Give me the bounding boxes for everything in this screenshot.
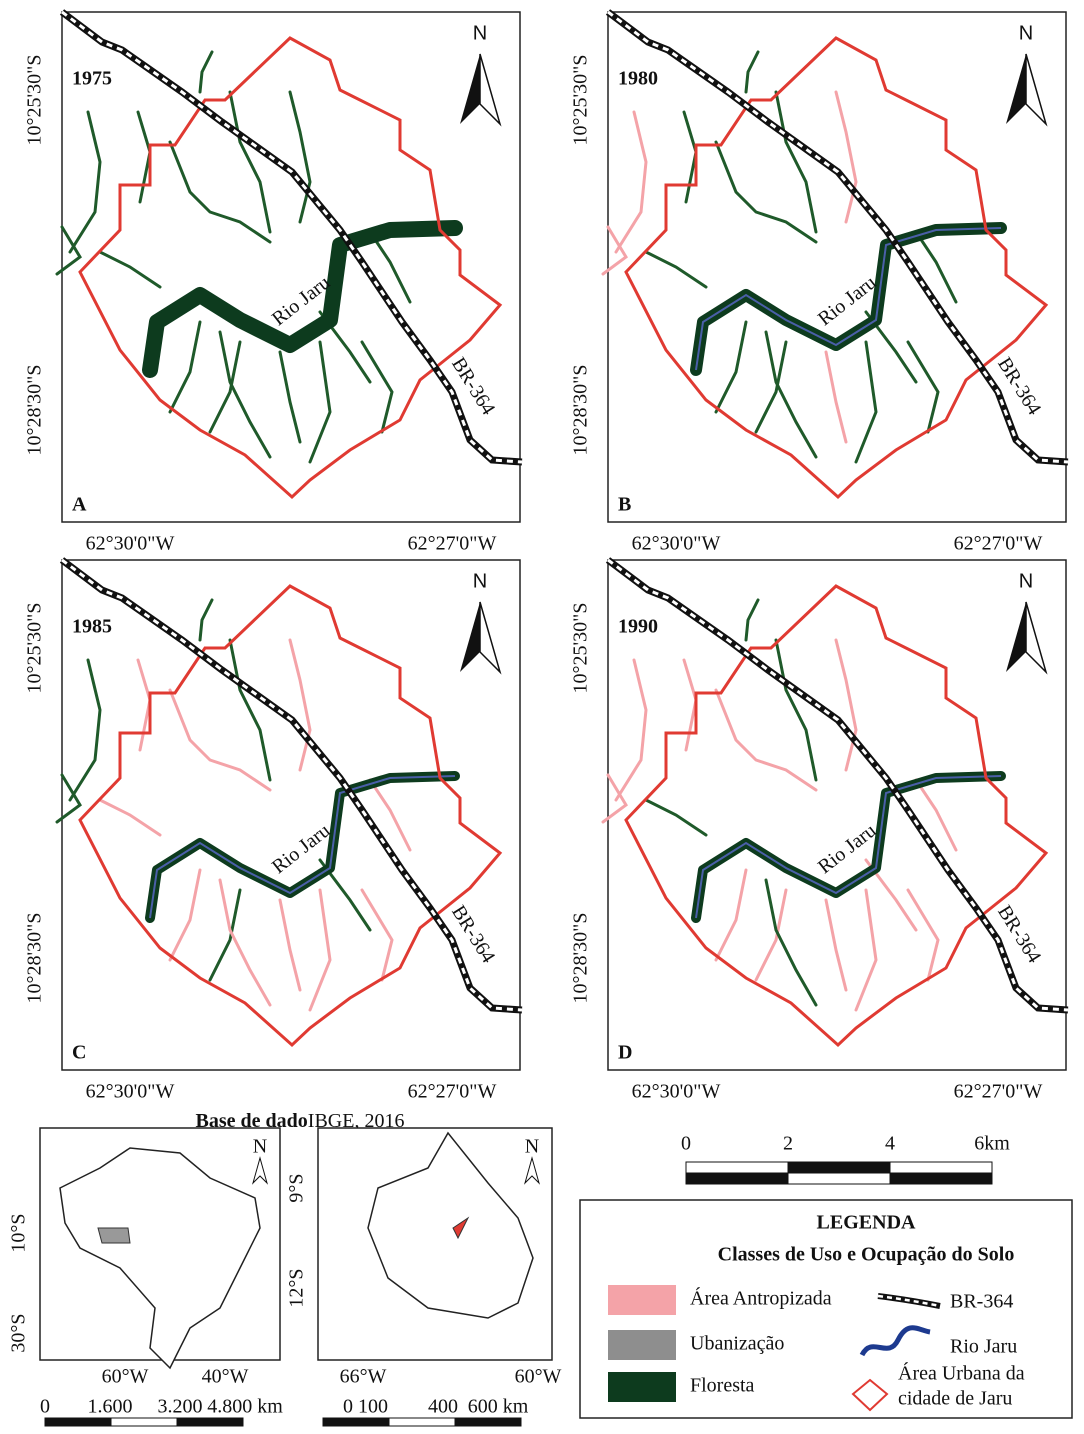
map-panel: Rio JaruBR-3641975AN10°25'30"S10°28'30"S… (24, 12, 522, 555)
inset-scale-segment (111, 1418, 177, 1426)
latitude-label: 10°25'30"S (24, 603, 46, 694)
legend-item: cidade de Jaru (898, 1388, 1012, 1410)
scale-segment-top (686, 1162, 788, 1173)
inset-longitude-label: 66°W (340, 1366, 387, 1388)
longitude-label: 62°30'0"W (86, 1081, 175, 1103)
inset-map: N 9°S 12°S 66°W 60°W 0 100 400 600 km (286, 1128, 562, 1426)
inset-scale-segment (323, 1418, 389, 1426)
legend-item: Ubanização (690, 1333, 784, 1355)
scale-segment-bottom (686, 1173, 788, 1184)
panel-letter: A (72, 494, 87, 516)
panel-year: 1975 (72, 68, 112, 90)
map-panel: Rio JaruBR-3641990DN10°25'30"S10°28'30"S… (570, 560, 1068, 1103)
panel-year: 1985 (72, 616, 112, 638)
inset-north: N (525, 1136, 539, 1158)
map-panel: Rio JaruBR-3641980BN10°25'30"S10°28'30"S… (570, 12, 1068, 555)
legend: LEGENDA Classes de Uso e Ocupação do Solo… (580, 1200, 1072, 1418)
inset-scale-label: 400 (428, 1396, 458, 1418)
latitude-label: 10°28'30"S (24, 913, 46, 1004)
longitude-label: 62°30'0"W (86, 533, 175, 555)
longitude-label: 62°27'0"W (408, 1081, 497, 1103)
inset-scale-label: 0 (40, 1396, 50, 1418)
inset-scale-segment (45, 1418, 111, 1426)
north-label: N (1019, 570, 1033, 592)
inset-latitude-label: 12°S (286, 1268, 308, 1307)
latitude-label: 10°28'30"S (570, 365, 592, 456)
scale-label: 2 (783, 1133, 793, 1155)
panel-letter: C (72, 1042, 86, 1064)
inset-longitude-label: 40°W (202, 1366, 249, 1388)
longitude-label: 62°30'0"W (632, 533, 721, 555)
longitude-label: 62°30'0"W (632, 1081, 721, 1103)
latitude-label: 10°25'30"S (570, 603, 592, 694)
inset-latitude-label: 10°S (8, 1213, 30, 1252)
scale-segment-top (788, 1162, 890, 1173)
longitude-label: 62°27'0"W (954, 1081, 1043, 1103)
figure: Base de dadoIBGE, 2016 Rio JaruBR-364197… (0, 0, 1084, 1434)
longitude-label: 62°27'0"W (408, 533, 497, 555)
scale-segment-bottom (890, 1173, 992, 1184)
latitude-label: 10°28'30"S (24, 365, 46, 456)
scale-segment-top (890, 1162, 992, 1173)
north-label: N (1019, 22, 1033, 44)
inset-latitude-label: 30°S (8, 1313, 30, 1352)
inset-latitude-label: 9°S (286, 1173, 308, 1202)
panel-letter: B (618, 494, 631, 516)
map-panel: Rio JaruBR-3641985CN10°25'30"S10°28'30"S… (24, 560, 522, 1103)
scale-label: 0 (681, 1133, 691, 1155)
legend-swatch (608, 1372, 676, 1402)
legend-item: Área Urbana da (898, 1362, 1025, 1385)
legend-item: Floresta (690, 1375, 755, 1397)
inset-scale-label: 1.600 (88, 1396, 133, 1418)
scale-label: 4 (885, 1133, 895, 1155)
legend-item: Área Antropizada (690, 1287, 832, 1310)
north-label: N (473, 570, 487, 592)
inset-scale-segment (177, 1418, 243, 1426)
legend-item: Rio Jaru (950, 1336, 1017, 1358)
inset-highlight (98, 1228, 130, 1243)
legend-title: LEGENDA (817, 1212, 916, 1234)
legend-item: BR-364 (950, 1291, 1013, 1313)
latitude-label: 10°25'30"S (570, 55, 592, 146)
scale-label: 6km (974, 1133, 1010, 1155)
north-label: N (473, 22, 487, 44)
inset-north: N (253, 1136, 267, 1158)
inset-scale-label: 4.800 km (207, 1396, 283, 1418)
legend-swatch (608, 1330, 676, 1360)
inset-longitude-label: 60°W (102, 1366, 149, 1388)
inset-scale-label: 3.200 (158, 1396, 203, 1418)
inset-scale-label: 0 100 (343, 1396, 388, 1418)
legend-subtitle: Classes de Uso e Ocupação do Solo (718, 1244, 1015, 1266)
panel-year: 1980 (618, 68, 658, 90)
inset-scale-segment (455, 1418, 521, 1426)
inset-scale-label: 600 km (468, 1396, 529, 1418)
inset-scale-segment (389, 1418, 455, 1426)
latitude-label: 10°28'30"S (570, 913, 592, 1004)
longitude-label: 62°27'0"W (954, 533, 1043, 555)
panel-letter: D (618, 1042, 632, 1064)
panel-year: 1990 (618, 616, 658, 638)
scale-segment-bottom (788, 1173, 890, 1184)
inset-longitude-label: 60°W (515, 1366, 562, 1388)
legend-swatch (608, 1285, 676, 1315)
latitude-label: 10°25'30"S (24, 55, 46, 146)
